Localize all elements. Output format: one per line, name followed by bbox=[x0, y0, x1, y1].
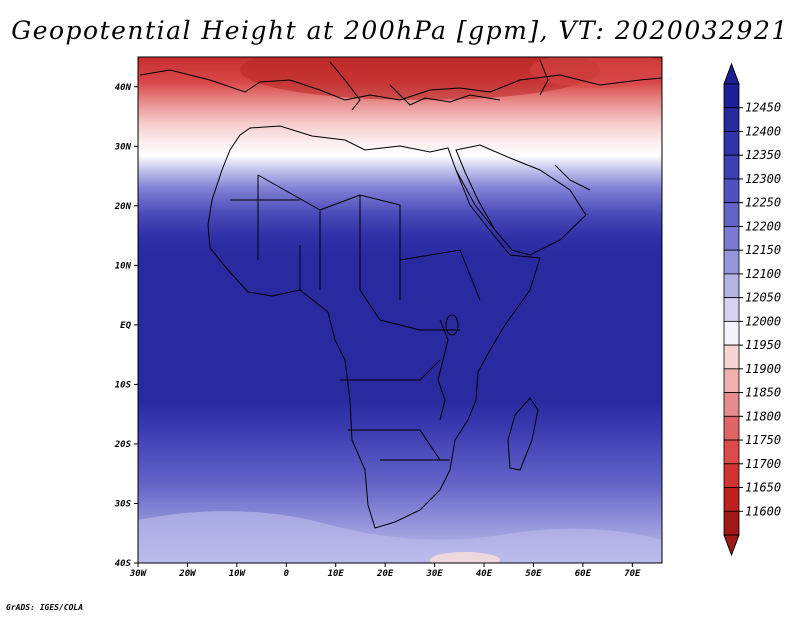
lon-tick-label: 0 bbox=[284, 569, 290, 579]
lat-tick-label: 30N bbox=[114, 142, 132, 152]
map-frame bbox=[137, 56, 663, 564]
colorbar-box bbox=[723, 297, 740, 322]
lon-tick-label: 40E bbox=[476, 569, 493, 579]
colorbar-label: 12250 bbox=[745, 196, 781, 210]
colorbar-box bbox=[723, 415, 740, 441]
colorbar-label: 12000 bbox=[745, 314, 781, 328]
lat-tick-label: 10S bbox=[115, 380, 132, 390]
lon-tick-label: 50E bbox=[525, 569, 542, 579]
lon-tick-label: 10W bbox=[229, 569, 247, 579]
colorbar-box bbox=[723, 439, 740, 465]
colorbar-box bbox=[723, 368, 740, 393]
colorbar-box bbox=[723, 487, 740, 512]
colorbar-label: 12450 bbox=[745, 101, 781, 115]
colorbar-label: 11650 bbox=[745, 481, 781, 495]
colorbar-box bbox=[723, 107, 740, 132]
colorbar-label: 11700 bbox=[745, 457, 781, 471]
lon-tick-label: 30E bbox=[425, 569, 443, 579]
lat-tick-label: 10N bbox=[115, 261, 132, 271]
lat-tick-label: 20N bbox=[114, 202, 132, 212]
lon-tick-label: 60E bbox=[575, 569, 592, 579]
lon-tick-label: 70E bbox=[624, 569, 641, 579]
colorbar-box bbox=[723, 178, 740, 204]
lat-tick-label: 40N bbox=[115, 83, 132, 93]
colorbar-box bbox=[723, 344, 740, 370]
colorbar-box bbox=[723, 202, 740, 227]
lon-tick-label: 30W bbox=[129, 569, 148, 579]
colorbar-top-arrow bbox=[723, 62, 740, 85]
height-field bbox=[138, 57, 662, 563]
colorbar-box bbox=[723, 83, 740, 109]
colorbar-box bbox=[723, 463, 740, 488]
chart-title: Geopotential Height at 200hPa [gpm], VT:… bbox=[11, 16, 789, 45]
colorbar: 12450 12400 12350 12300 12250 12200 12150 12100… bbox=[723, 62, 781, 557]
colorbar-label: 11850 bbox=[745, 386, 781, 400]
latitude-axis: 40N 30N 20N 10N EQ 10S 20S 30S 40S bbox=[114, 83, 138, 569]
lat-tick-label: 30S bbox=[114, 499, 132, 509]
lat-tick-label: 40S bbox=[115, 559, 132, 569]
lon-tick-label: 10E bbox=[328, 569, 345, 579]
colorbar-label: 11800 bbox=[745, 409, 781, 423]
colorbar-bottom-arrow bbox=[723, 534, 740, 557]
colorbar-box bbox=[723, 273, 740, 299]
colorbar-label: 12150 bbox=[745, 243, 781, 257]
colorbar-box bbox=[723, 226, 740, 251]
colorbar-label: 12100 bbox=[745, 267, 781, 281]
lon-tick-label: 20E bbox=[376, 569, 394, 579]
colorbar-label: 11900 bbox=[745, 362, 781, 376]
colorbar-label: 11750 bbox=[745, 433, 781, 447]
colorbar-box bbox=[723, 320, 740, 346]
colorbar-label: 12350 bbox=[745, 148, 781, 162]
colorbar-box bbox=[723, 510, 740, 536]
colorbar-box bbox=[723, 154, 740, 180]
longitude-axis: 30W 20W 10W 0 10E 20E 30E 40E 50E 60E 70E bbox=[129, 563, 641, 579]
colorbar-box bbox=[723, 392, 740, 417]
colorbar-box bbox=[723, 249, 740, 275]
colorbar-box bbox=[723, 131, 740, 156]
colorbar-label: 12050 bbox=[745, 291, 781, 305]
colorbar-label: 12300 bbox=[745, 172, 781, 186]
colorbar-label: 12200 bbox=[745, 219, 781, 233]
lon-tick-label: 20W bbox=[178, 569, 197, 579]
lat-tick-label: 20S bbox=[114, 440, 132, 450]
coastlines bbox=[139, 59, 662, 529]
colorbar-label: 11600 bbox=[745, 504, 781, 518]
colorbar-label: 12400 bbox=[745, 124, 781, 138]
lat-tick-label: EQ bbox=[120, 321, 131, 331]
software-credit: GrADS: IGES/COLA bbox=[6, 603, 84, 612]
colorbar-label: 11950 bbox=[745, 338, 781, 352]
